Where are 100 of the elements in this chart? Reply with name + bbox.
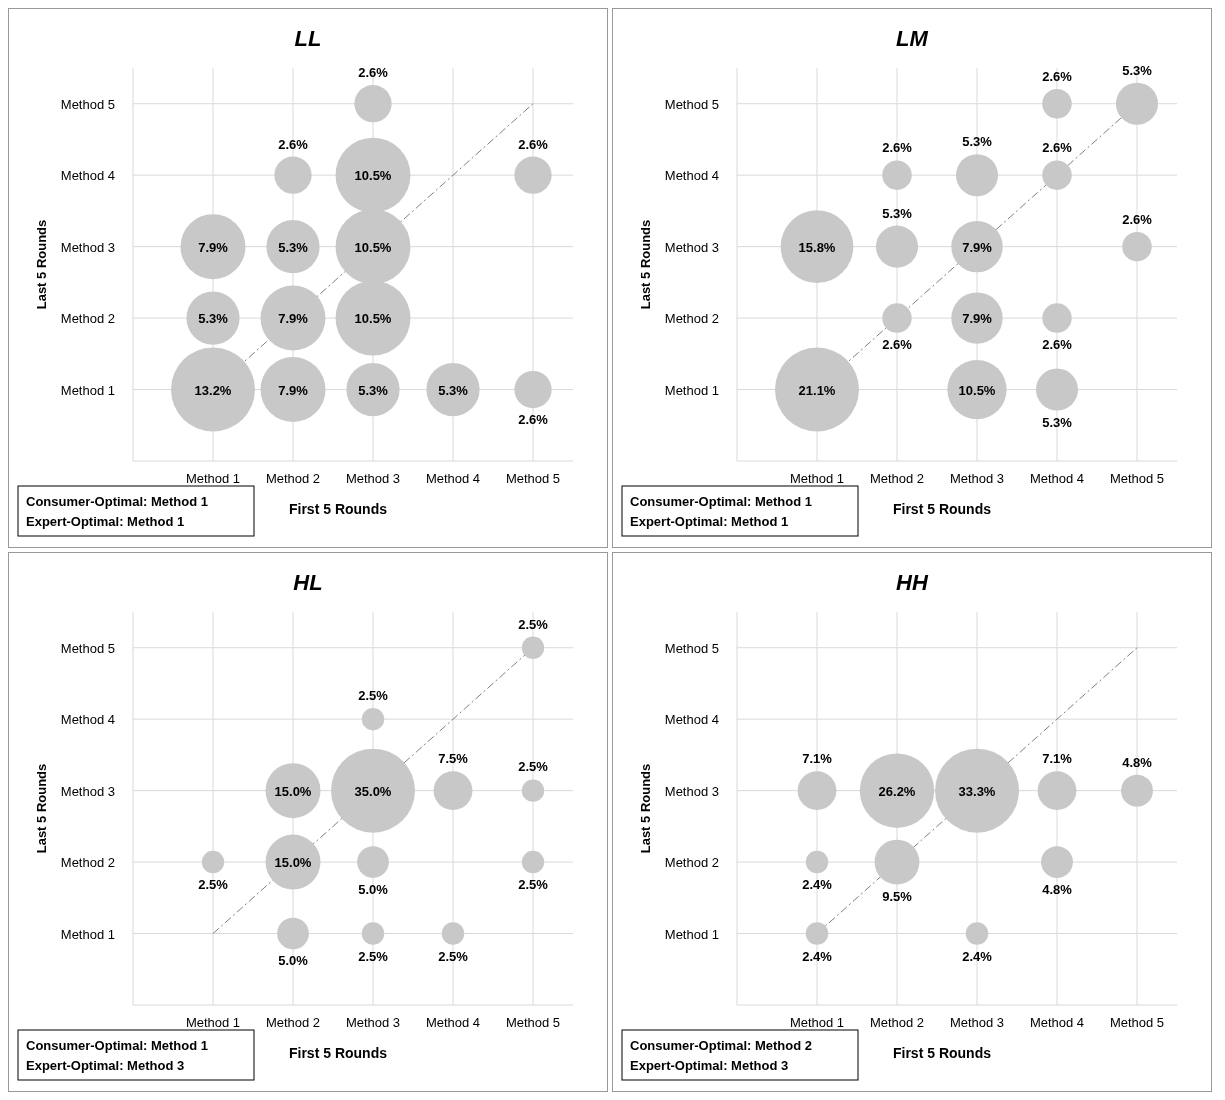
data-label: 2.6% [882,336,913,352]
x-tick-label: Method 4 [1029,471,1085,486]
y-tick-label: Method 1 [664,382,719,398]
data-label: 5.0% [278,953,309,969]
data-label: 7.9% [278,311,309,327]
x-tick-label: Method 2 [869,471,925,486]
x-tick-label: Method 1 [185,1015,241,1030]
data-label: 21.1% [798,382,836,398]
x-tick-label: Method 2 [265,1015,321,1030]
data-label: 2.6% [882,140,913,156]
y-tick-label: Method 2 [664,311,719,327]
x-tick-label: Method 4 [425,471,481,486]
data-label: 2.6% [518,136,549,152]
data-label: 10.5% [354,239,392,255]
data-label: 7.9% [198,239,229,255]
data-label: 7.1% [1042,751,1073,767]
data-label: 5.3% [278,239,309,255]
data-label: 2.6% [1042,68,1073,84]
x-tick-label: Method 5 [505,471,561,486]
y-tick-label: Method 3 [60,239,115,255]
x-tick-label: Method 1 [789,471,845,486]
data-label: 5.3% [1042,414,1073,430]
x-tick-label: Method 3 [345,1015,401,1030]
data-label: 2.4% [962,948,993,964]
data-label: 2.5% [518,759,549,775]
data-label: 13.2% [194,382,232,398]
data-label: 10.5% [354,168,392,184]
y-axis-title: Last 5 Rounds [34,219,49,310]
y-tick-label: Method 3 [60,783,115,799]
chart-title: HL [293,570,323,595]
x-axis-title: First 5 Rounds [892,1045,992,1061]
y-axis-title: Last 5 Rounds [638,763,653,854]
y-axis-title: Last 5 Rounds [638,219,653,310]
data-label: 2.6% [1042,336,1073,352]
data-label: 5.3% [1122,62,1153,78]
data-label: 5.3% [438,382,469,398]
data-label: 2.5% [518,877,549,893]
chart-title: HH [896,570,929,595]
y-tick-label: Method 2 [60,855,115,871]
data-label: 2.5% [198,877,229,893]
x-tick-label: Method 3 [949,1015,1005,1030]
data-label: 2.5% [518,616,549,632]
data-label: 15.0% [274,855,312,871]
y-tick-label: Method 4 [664,168,719,184]
data-label: 26.2% [878,783,916,799]
data-label: 2.6% [1042,140,1073,156]
y-tick-label: Method 2 [664,855,719,871]
data-label: 7.1% [802,751,833,767]
y-tick-label: Method 5 [60,640,115,656]
y-tick-label: Method 4 [60,712,115,728]
y-tick-label: Method 5 [664,640,719,656]
x-tick-label: Method 3 [345,471,401,486]
text: Consumer-Optimal: Method 1 [26,494,209,509]
data-label: 10.5% [354,311,392,327]
data-label: 35.0% [354,783,392,799]
x-tick-label: Method 2 [869,1015,925,1030]
y-tick-label: Method 5 [664,96,719,112]
data-label: 10.5% [958,382,996,398]
data-label: 2.6% [358,65,389,81]
data-label: 5.0% [358,881,389,897]
y-tick-label: Method 2 [60,311,115,327]
x-tick-label: Method 4 [425,1015,481,1030]
x-axis-title: First 5 Rounds [288,501,388,517]
y-tick-label: Method 1 [664,926,719,942]
y-tick-label: Method 4 [664,712,719,728]
text: Consumer-Optimal: Method 1 [26,1038,209,1053]
x-tick-label: Method 3 [949,471,1005,486]
y-tick-label: Method 5 [60,96,115,112]
data-label: 7.9% [962,239,993,255]
x-tick-label: Method 1 [789,1015,845,1030]
y-tick-label: Method 1 [60,382,115,398]
data-label: 4.8% [1042,882,1073,898]
data-label: 15.0% [274,783,312,799]
x-tick-label: Method 5 [505,1015,561,1030]
text: Expert-Optimal: Method 3 [630,1058,789,1073]
data-label: 9.5% [882,888,913,904]
data-label: 2.4% [802,948,833,964]
data-label: 2.6% [518,412,549,428]
data-label: 4.8% [1122,754,1153,770]
text: Consumer-Optimal: Method 1 [630,494,813,509]
data-label: 5.3% [962,134,993,150]
data-label: 5.3% [198,311,229,327]
data-label: 2.6% [278,136,309,152]
x-tick-label: Method 5 [1109,1015,1165,1030]
data-label: 5.3% [882,205,913,221]
data-label: 2.5% [358,948,389,964]
text: Consumer-Optimal: Method 2 [630,1038,813,1053]
data-label: 2.5% [358,687,389,703]
x-tick-label: Method 5 [1109,471,1165,486]
data-label: 7.5% [438,751,469,767]
y-tick-label: Method 3 [664,239,719,255]
data-label: 5.3% [358,382,389,398]
data-label: 7.9% [278,382,309,398]
x-axis-title: First 5 Rounds [892,501,992,517]
x-tick-label: Method 1 [185,471,241,486]
text: Expert-Optimal: Method 1 [26,514,185,529]
data-label: 33.3% [958,783,996,799]
data-label: 15.8% [798,239,836,255]
x-tick-label: Method 4 [1029,1015,1085,1030]
text: Expert-Optimal: Method 1 [630,514,789,529]
